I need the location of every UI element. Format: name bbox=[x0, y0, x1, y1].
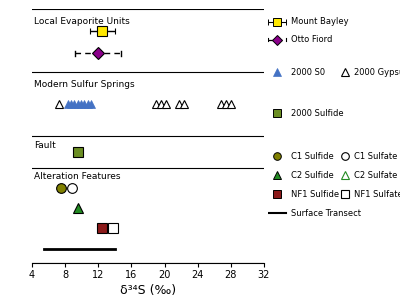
Text: Mount Bayley: Mount Bayley bbox=[291, 17, 349, 26]
Text: Local Evaporite Units: Local Evaporite Units bbox=[34, 17, 130, 26]
Text: Surface Transect: Surface Transect bbox=[291, 209, 361, 218]
Text: Modern Sulfur Springs: Modern Sulfur Springs bbox=[34, 80, 134, 89]
Text: C2 Sulfate: C2 Sulfate bbox=[354, 171, 397, 180]
Text: NF1 Sulfate: NF1 Sulfate bbox=[354, 190, 400, 199]
Text: C2 Sulfide: C2 Sulfide bbox=[291, 171, 334, 180]
Text: 2000 S0: 2000 S0 bbox=[291, 68, 325, 77]
Text: NF1 Sulfide: NF1 Sulfide bbox=[291, 190, 339, 199]
X-axis label: δ³⁴S (‰): δ³⁴S (‰) bbox=[120, 284, 176, 297]
Text: 2000 Gypsum: 2000 Gypsum bbox=[354, 68, 400, 77]
Text: 2000 Sulfide: 2000 Sulfide bbox=[291, 108, 344, 117]
Text: Otto Fiord: Otto Fiord bbox=[291, 35, 332, 44]
Text: C1 Sulfide: C1 Sulfide bbox=[291, 152, 334, 161]
Text: C1 Sulfate: C1 Sulfate bbox=[354, 152, 397, 161]
Text: Fault: Fault bbox=[34, 141, 56, 150]
Text: Alteration Features: Alteration Features bbox=[34, 172, 120, 182]
